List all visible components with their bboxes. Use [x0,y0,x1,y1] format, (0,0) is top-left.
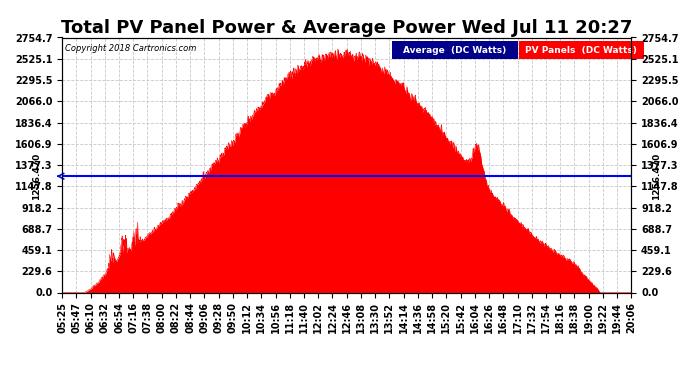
FancyBboxPatch shape [392,41,518,59]
Text: Average  (DC Watts): Average (DC Watts) [403,46,506,55]
Text: 1256.470: 1256.470 [32,153,41,200]
Text: Copyright 2018 Cartronics.com: Copyright 2018 Cartronics.com [65,44,197,53]
Title: Total PV Panel Power & Average Power Wed Jul 11 20:27: Total PV Panel Power & Average Power Wed… [61,20,633,38]
FancyBboxPatch shape [519,41,644,59]
Text: PV Panels  (DC Watts): PV Panels (DC Watts) [525,46,637,55]
Text: 1256.470: 1256.470 [653,153,662,200]
